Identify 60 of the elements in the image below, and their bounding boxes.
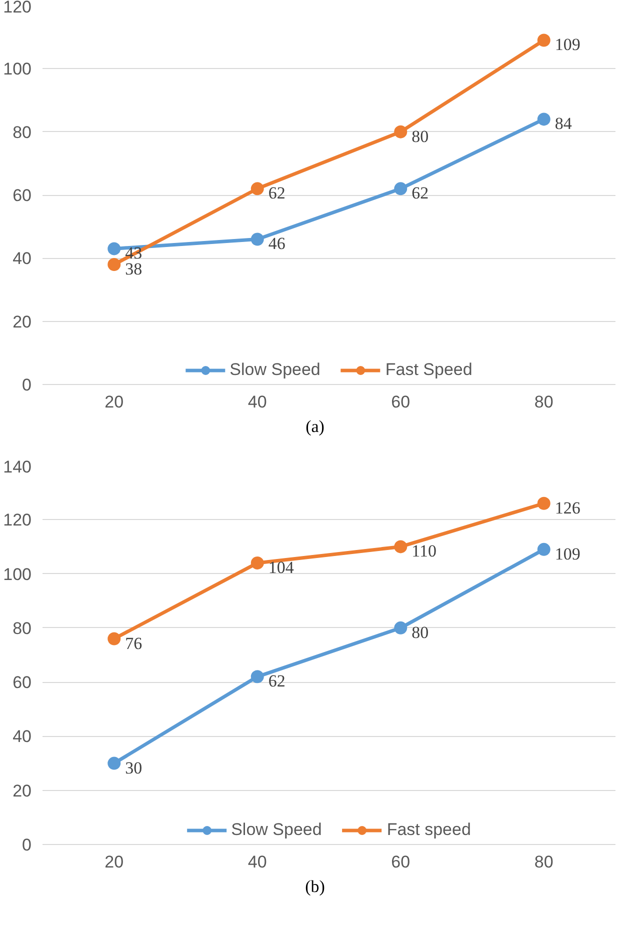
data-label: 109 <box>554 35 580 54</box>
x-tick-label: 20 <box>104 392 124 412</box>
point <box>537 542 550 556</box>
data-label: 62 <box>268 672 286 691</box>
x-tick-label: 40 <box>248 852 267 872</box>
legend-label: Fast Speed <box>385 360 472 380</box>
data-label: 110 <box>412 542 436 561</box>
point <box>394 540 408 554</box>
y-tick-label: 80 <box>12 122 32 142</box>
data-label: 46 <box>268 234 286 254</box>
point <box>108 756 121 770</box>
data-label: 84 <box>554 114 572 134</box>
y-tick-label: 60 <box>12 186 32 205</box>
point <box>537 496 550 510</box>
data-label: 62 <box>412 184 429 203</box>
y-tick-label: 40 <box>12 249 32 268</box>
y-tick-label: 20 <box>12 312 32 332</box>
text: (b) <box>305 876 325 898</box>
point <box>108 242 121 256</box>
data-label: 80 <box>412 126 429 146</box>
y-tick-label: 60 <box>12 673 32 692</box>
legend-label: Slow Speed <box>231 820 322 840</box>
legend-label: Fast speed <box>386 820 471 840</box>
data-label: 62 <box>268 184 286 203</box>
point <box>537 34 550 47</box>
point <box>250 670 264 684</box>
y-tick-label: 140 <box>3 458 32 476</box>
text: (a) <box>306 416 324 438</box>
point <box>108 258 121 271</box>
x-tick-label: 60 <box>391 852 410 872</box>
data-label: 76 <box>125 634 142 653</box>
x-tick-label: 60 <box>391 392 410 412</box>
data-label: 104 <box>268 558 294 577</box>
y-tick-label: 40 <box>12 727 32 746</box>
data-label: 109 <box>554 544 580 564</box>
point <box>108 632 121 646</box>
y-tick-label: 100 <box>3 564 32 584</box>
y-tick-label: 80 <box>12 618 32 638</box>
data-label: 80 <box>412 622 429 642</box>
x-tick-label: 20 <box>104 852 124 872</box>
data-label: 126 <box>554 498 580 518</box>
point <box>394 182 408 196</box>
y-tick-label: 20 <box>12 781 32 800</box>
data-label: 38 <box>125 259 142 278</box>
point <box>250 232 264 246</box>
y-tick-label: 0 <box>22 836 32 854</box>
x-tick-label: 80 <box>534 392 554 412</box>
point <box>537 112 550 126</box>
point <box>394 125 408 138</box>
data-label: 30 <box>125 758 142 778</box>
y-tick-label: 120 <box>3 510 32 530</box>
legend-label: Slow Speed <box>230 360 320 380</box>
x-tick-label: 40 <box>248 392 267 412</box>
point <box>394 621 408 634</box>
y-tick-label: 100 <box>3 60 32 79</box>
point <box>250 556 264 570</box>
point <box>250 182 264 196</box>
y-tick-label: 120 <box>3 0 32 16</box>
y-tick-label: 0 <box>22 376 32 394</box>
x-tick-label: 80 <box>534 852 554 872</box>
